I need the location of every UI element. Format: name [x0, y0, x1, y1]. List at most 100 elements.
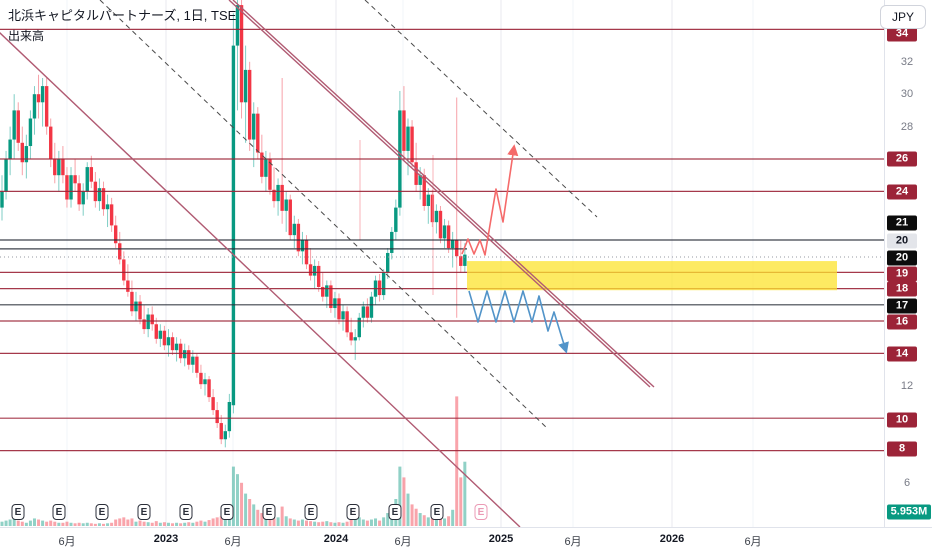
candle-body — [353, 337, 357, 341]
candle-body — [442, 225, 447, 239]
earnings-marker[interactable]: E — [11, 504, 25, 520]
volume-bar — [361, 519, 365, 526]
volume-bar — [438, 517, 442, 526]
candle-body — [89, 167, 94, 182]
volume-bar — [28, 520, 32, 526]
symbol-title[interactable]: 北浜キャピタルパートナーズ, 1日, TSE — [8, 8, 237, 23]
volume-bar — [24, 522, 28, 526]
candle-body — [235, 5, 240, 46]
earnings-marker[interactable]: E — [95, 504, 109, 520]
candle-body — [57, 159, 61, 176]
volume-bar — [321, 521, 325, 526]
earnings-marker[interactable]: E — [220, 504, 234, 520]
price-axis-label: 12 — [900, 379, 914, 392]
steep-trendline[interactable] — [0, 14, 521, 527]
candle-body — [325, 285, 329, 297]
price-level-badge: 26 — [887, 151, 917, 167]
volume-bar — [296, 520, 300, 526]
bull-projection-arrow[interactable] — [461, 144, 519, 256]
trendlines[interactable] — [0, 0, 655, 527]
price-axis-label: 32 — [900, 55, 914, 68]
candle-body — [4, 159, 8, 192]
volume-bar — [292, 519, 296, 526]
candle-body — [260, 152, 264, 177]
candle-body — [20, 142, 24, 163]
candle-body — [142, 319, 146, 330]
volume-bar — [207, 520, 211, 526]
volume-bar — [418, 513, 422, 526]
candle-body — [308, 264, 313, 276]
channel-line-2[interactable] — [232, 0, 655, 388]
candle-body — [280, 184, 284, 211]
earnings-marker[interactable]: E — [52, 504, 66, 520]
earnings-marker[interactable]: E — [430, 504, 444, 520]
candle-body — [109, 204, 114, 226]
channel-line-1[interactable] — [228, 0, 651, 388]
volume-bar — [313, 521, 317, 526]
time-axis-month-label: 6月 — [394, 536, 412, 548]
earnings-marker[interactable]: E — [388, 504, 402, 520]
support-zone[interactable] — [0, 256, 884, 291]
earnings-marker[interactable]: E — [179, 504, 193, 520]
candle-body — [162, 330, 167, 346]
candle-body — [158, 330, 163, 339]
candle-body — [73, 175, 77, 184]
candle-body — [77, 183, 81, 205]
volume-bar — [309, 521, 313, 526]
volume-bar — [97, 523, 101, 526]
earnings-marker[interactable]: E — [137, 504, 151, 520]
future-earnings-marker[interactable]: E — [474, 504, 488, 520]
volume-bar — [410, 504, 414, 526]
candle-body — [207, 379, 211, 398]
earnings-marker[interactable]: E — [262, 504, 276, 520]
volume-bar — [77, 522, 81, 526]
candle-body — [369, 296, 374, 318]
volume-indicator-label[interactable]: 出来高 — [8, 29, 45, 43]
volume-bar — [85, 522, 89, 526]
price-level-badge: 34 — [887, 26, 917, 42]
bear-projection-arrow[interactable] — [468, 290, 569, 354]
earnings-marker[interactable]: E — [346, 504, 360, 520]
volume-bar — [138, 520, 142, 526]
earnings-marker[interactable]: E — [304, 504, 318, 520]
horizontal-levels[interactable] — [0, 28, 884, 452]
projection-arrows[interactable] — [461, 144, 569, 354]
volume-bar — [300, 519, 304, 526]
candle-body — [333, 298, 337, 309]
volume-bar — [276, 517, 280, 526]
volume-bar — [325, 521, 329, 526]
volume-bar — [89, 523, 93, 526]
volume-bar — [12, 517, 16, 526]
volume-bar — [191, 522, 195, 526]
volume-bar — [8, 519, 12, 526]
candle-body — [40, 86, 45, 103]
volume-bar — [187, 522, 191, 526]
volume-bar — [134, 521, 138, 526]
volume-bar — [365, 520, 369, 526]
volume-bar — [114, 519, 118, 526]
dashed-guide-1[interactable] — [99, 0, 549, 430]
candle-body — [256, 113, 260, 153]
candle-body — [195, 356, 199, 373]
time-axis-month-label: 6月 — [744, 536, 762, 548]
price-axis[interactable]: 32 30 28 12 6 34 26 24 21 20 20 19 18 17 16 14 10 8 5.953M — [884, 0, 932, 527]
candle-body — [316, 265, 321, 287]
volume-bar — [223, 518, 227, 526]
dashed-guide-2[interactable] — [364, 0, 598, 218]
currency-toggle-button[interactable]: JPY — [879, 5, 926, 29]
volume-bar — [256, 509, 260, 526]
volume-bar — [49, 520, 53, 526]
candle-body — [288, 199, 292, 236]
volume-bar — [463, 461, 467, 526]
volume-bar — [280, 506, 284, 526]
time-axis-year-label: 2024 — [323, 533, 349, 545]
chart-canvas[interactable] — [0, 0, 884, 527]
volume-bar — [20, 521, 24, 526]
time-axis[interactable]: 6月 2023 6月 2024 6月 2025 6月 2026 6月 — [0, 527, 932, 550]
volume-bar — [32, 518, 36, 526]
volume-bar — [402, 477, 406, 526]
volume-bar — [451, 509, 455, 526]
volume-bar — [378, 520, 382, 526]
candle-body — [418, 175, 422, 185]
